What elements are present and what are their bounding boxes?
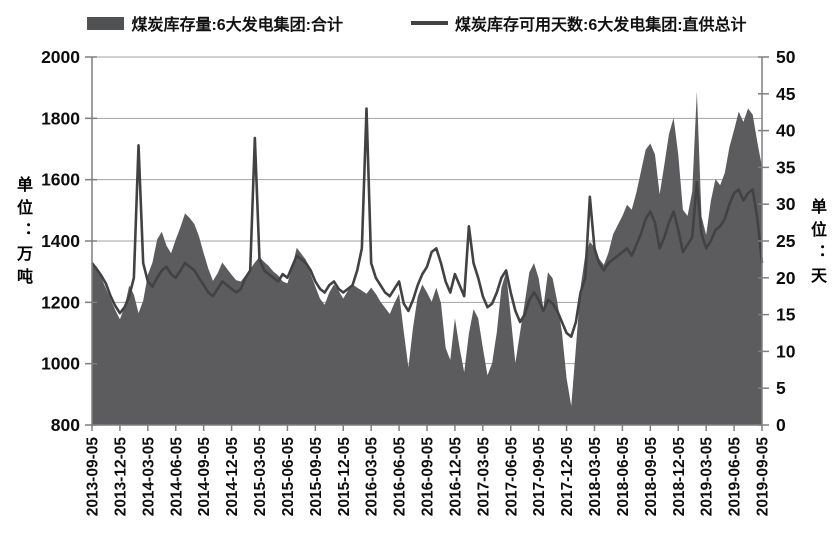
right-tick-label: 40	[776, 121, 796, 141]
x-tick-label: 2013-09-05	[85, 437, 102, 517]
right-tick-label: 0	[776, 415, 786, 435]
left-tick-label: 1200	[41, 292, 80, 312]
x-tick-label: 2017-09-05	[531, 437, 548, 517]
x-tick-label: 2015-06-05	[280, 437, 297, 517]
legend-item-days: 煤炭库存可用天数:6大发电集团:直供总计	[411, 11, 747, 35]
x-tick-label: 2019-03-05	[699, 437, 716, 517]
x-tick-label: 2016-12-05	[447, 437, 464, 517]
left-tick-label: 2000	[41, 47, 80, 67]
x-tick-label: 2017-03-05	[475, 437, 492, 517]
right-tick-label: 15	[776, 305, 796, 325]
area-swatch-icon	[87, 16, 125, 30]
right-tick-label: 5	[776, 378, 786, 398]
x-tick-label: 2018-09-05	[643, 437, 660, 517]
x-tick-label: 2015-09-05	[308, 437, 325, 517]
area-series-inventory	[92, 91, 762, 425]
left-axis-unit-label: 单位：万吨	[14, 176, 31, 291]
x-tick-label: 2016-06-05	[392, 437, 409, 517]
x-tick-label: 2014-09-05	[196, 437, 213, 517]
x-tick-label: 2014-03-05	[140, 437, 157, 517]
x-tick-label: 2015-12-05	[336, 437, 353, 517]
x-tick-label: 2016-09-05	[420, 437, 437, 517]
x-tick-label: 2015-03-05	[252, 437, 269, 517]
right-axis-unit-label: 单位：天	[808, 198, 825, 290]
left-tick-label: 1000	[41, 354, 80, 374]
right-tick-label: 20	[776, 268, 796, 288]
line-series-days	[90, 107, 764, 338]
x-tick-label: 2018-03-05	[587, 437, 604, 517]
right-tick-label: 30	[776, 194, 796, 214]
line-swatch-icon	[411, 21, 448, 25]
right-tick-label: 10	[776, 341, 796, 361]
x-tick-label: 2013-12-05	[112, 437, 129, 517]
x-tick-label: 2014-12-05	[224, 437, 241, 517]
legend-label-inventory: 煤炭库存量:6大发电集团:合计	[131, 17, 343, 34]
x-tick-label: 2019-09-05	[755, 437, 772, 517]
x-tick-label: 2017-12-05	[559, 437, 576, 517]
right-tick-label: 45	[776, 84, 796, 104]
right-tick-label: 25	[776, 231, 796, 251]
x-tick-label: 2017-06-05	[503, 437, 520, 517]
left-tick-label: 1400	[41, 231, 80, 251]
right-tick-label: 50	[776, 47, 796, 67]
right-tick-label: 35	[776, 157, 796, 177]
left-tick-label: 1600	[41, 170, 80, 190]
legend-item-inventory: 煤炭库存量:6大发电集团:合计	[87, 11, 343, 35]
x-tick-label: 2018-12-05	[671, 437, 688, 517]
left-tick-label: 800	[51, 415, 80, 435]
legend: 煤炭库存量:6大发电集团:合计 煤炭库存可用天数:6大发电集团:直供总计	[0, 10, 834, 36]
left-tick-label: 1800	[41, 108, 80, 128]
x-tick-label: 2014-06-05	[168, 437, 185, 517]
legend-label-days: 煤炭库存可用天数:6大发电集团:直供总计	[455, 17, 747, 34]
x-tick-label: 2019-06-05	[727, 437, 744, 517]
x-tick-label: 2018-06-05	[615, 437, 632, 517]
x-tick-label: 2016-03-05	[364, 437, 381, 517]
